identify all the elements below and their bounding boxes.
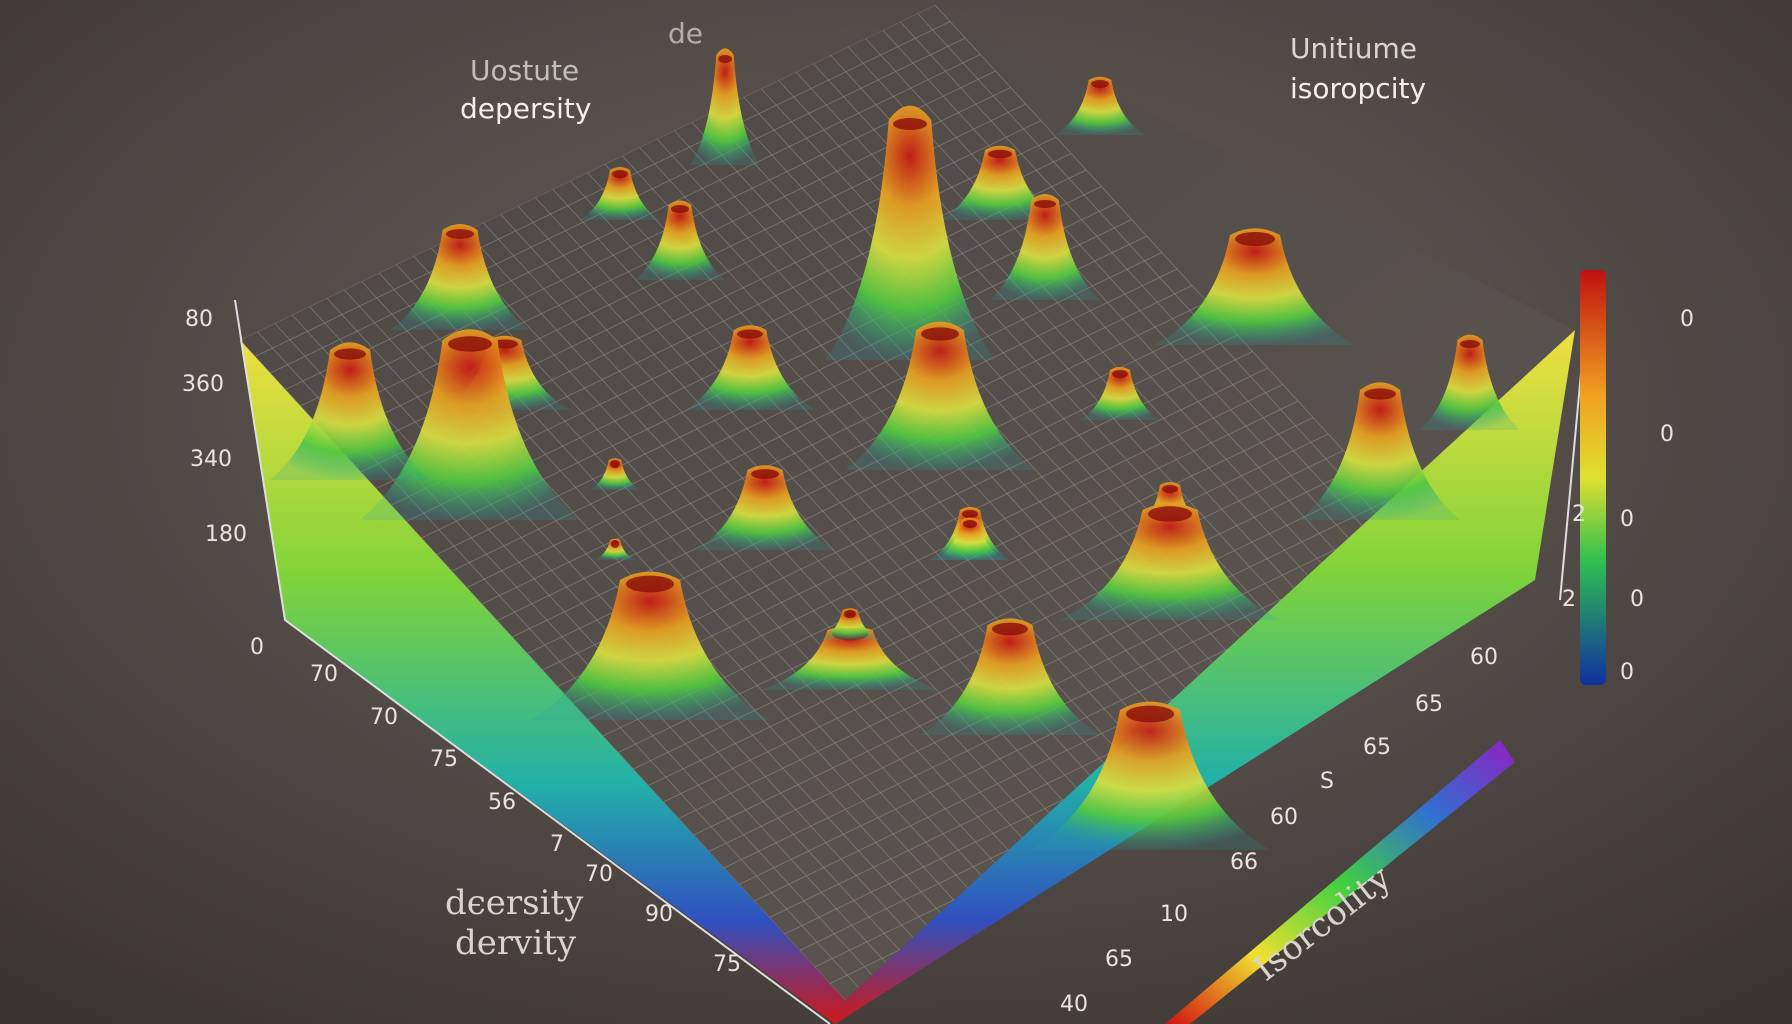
peak xyxy=(1420,334,1520,430)
tick-label: 66 xyxy=(1230,850,1258,875)
peak-crater xyxy=(992,622,1028,636)
peak-crater xyxy=(611,540,619,548)
annotation: de xyxy=(668,17,703,50)
peak-crater xyxy=(1460,340,1480,348)
peak-crater xyxy=(334,348,366,360)
tick-label: 60 xyxy=(1270,805,1298,830)
annotation: Uostute xyxy=(470,54,579,87)
peak-crater xyxy=(610,460,620,468)
tick-label: 40 xyxy=(1060,992,1088,1017)
axis-title: dervity xyxy=(455,923,577,963)
labels: Uostute depersity de Unitiume isoropcity 80 36… xyxy=(182,17,1694,1017)
peak-crater xyxy=(893,118,927,130)
tick-label: 7 xyxy=(550,832,564,857)
peak-crater xyxy=(751,469,779,479)
peak xyxy=(935,517,1005,560)
peak-crater xyxy=(448,336,492,352)
tick-label: 65 xyxy=(1363,735,1391,760)
peak-crater xyxy=(1112,370,1128,378)
peak-crater xyxy=(1162,485,1178,493)
peak-crater xyxy=(612,170,628,178)
mesh-line xyxy=(648,450,1344,786)
peak-crater xyxy=(671,205,689,213)
peak-crater xyxy=(1235,232,1275,246)
tick-label: 70 xyxy=(310,662,338,687)
peak-crater xyxy=(963,520,977,528)
peak-crater xyxy=(962,510,978,518)
peak xyxy=(1080,367,1160,420)
tick-label: 70 xyxy=(585,862,613,887)
peak xyxy=(1300,382,1460,520)
tick-label: 75 xyxy=(713,952,741,977)
tick-label: 75 xyxy=(430,747,458,772)
tick-label: 180 xyxy=(205,522,247,547)
tick-label: S xyxy=(1320,769,1334,794)
peak-crater xyxy=(718,55,732,63)
peak xyxy=(760,626,940,690)
peak xyxy=(845,321,1035,470)
peak-crater xyxy=(1148,506,1192,522)
tick-label: 80 xyxy=(185,307,213,332)
peak xyxy=(920,618,1100,735)
tick-label: 56 xyxy=(488,790,516,815)
peak xyxy=(820,608,880,640)
peak xyxy=(695,465,835,550)
colorbar xyxy=(1580,270,1606,685)
peak xyxy=(530,571,770,720)
peak xyxy=(1030,701,1270,850)
tick-label: 0 xyxy=(1620,507,1634,532)
tick-label: 60 xyxy=(1470,645,1498,670)
peak-crater xyxy=(626,575,674,593)
peak-crater xyxy=(1126,705,1174,723)
annotation: Unitiume xyxy=(1290,32,1417,65)
peak-crater xyxy=(988,149,1012,159)
annotation: isoropcity xyxy=(1290,72,1426,105)
tick-label: 0 xyxy=(1680,307,1694,332)
mesh-line xyxy=(621,155,1228,817)
tick-label: 10 xyxy=(1160,902,1188,927)
tick-label: 0 xyxy=(1630,587,1644,612)
peak xyxy=(825,105,995,360)
peak xyxy=(1055,76,1145,135)
peak-crater xyxy=(921,327,959,341)
peak xyxy=(270,342,430,480)
tick-label: 90 xyxy=(645,902,673,927)
annotation: depersity xyxy=(460,92,591,125)
peak-crater xyxy=(1034,200,1056,208)
peak xyxy=(1155,228,1355,345)
peak-crater xyxy=(1364,388,1396,400)
peak xyxy=(580,167,660,220)
tick-label: 0 xyxy=(250,635,264,660)
colorbar-diagonal xyxy=(1165,740,1515,1024)
peak-crater xyxy=(446,229,474,239)
tick-label: 0 xyxy=(1620,660,1634,685)
peak xyxy=(590,458,640,490)
peak-crater xyxy=(492,339,518,349)
peak-crater xyxy=(844,610,856,618)
axis-title: dєersity xyxy=(445,883,584,923)
axis-line xyxy=(234,299,831,1024)
tick-label: 65 xyxy=(1105,947,1133,972)
peaks xyxy=(270,48,1520,850)
tick-label: 360 xyxy=(182,372,224,397)
peak xyxy=(690,48,760,165)
peak xyxy=(635,200,725,280)
tick-label: 2 xyxy=(1562,587,1576,612)
tick-label: 2 xyxy=(1572,502,1586,527)
peak xyxy=(685,325,815,410)
peak xyxy=(940,145,1060,220)
peak-crater xyxy=(737,329,763,339)
tick-label: 340 xyxy=(190,447,232,472)
peak xyxy=(390,224,530,330)
peak-crater xyxy=(1091,80,1109,88)
peak xyxy=(990,194,1100,300)
peak xyxy=(595,538,635,560)
mesh-line xyxy=(639,147,1245,808)
tick-label: 65 xyxy=(1415,692,1443,717)
tick-label: 0 xyxy=(1660,422,1674,447)
peak xyxy=(1060,503,1280,620)
tick-label: 70 xyxy=(370,705,398,730)
mesh-line xyxy=(708,516,1405,852)
